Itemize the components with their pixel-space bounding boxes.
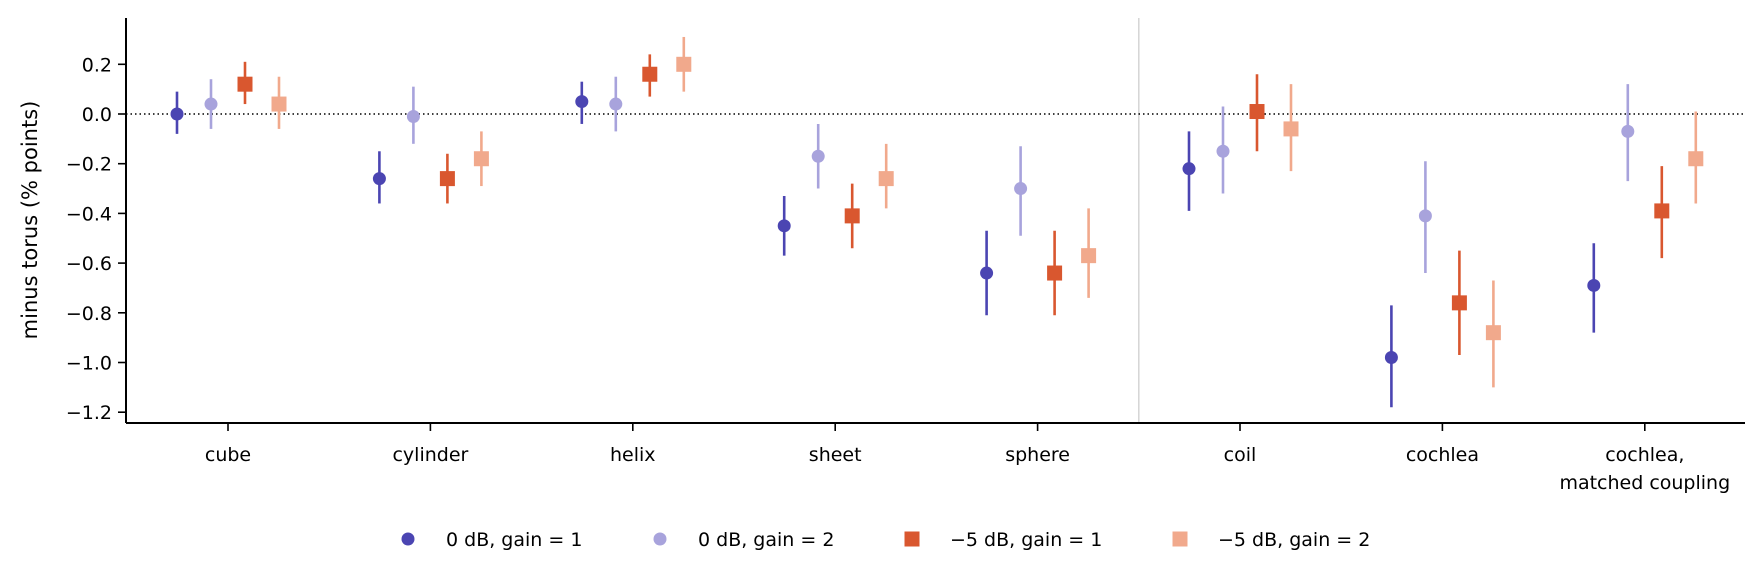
y-tick-label: −0.4 [66, 203, 112, 225]
data-point [1182, 162, 1196, 176]
y-axis-label: minus torus (% points) [18, 101, 42, 340]
y-tick-label: −0.2 [66, 154, 112, 176]
data-point [237, 76, 253, 92]
y-tick-label: −0.8 [66, 303, 112, 325]
axes-layer: −1.2 −1.0 −0.8 −0.6 −0.4 −0.2 0.0 0.2 cube cylind… [66, 18, 1745, 494]
y-tick-label: 0.0 [82, 104, 112, 126]
data-point [439, 171, 455, 187]
legend: 0 dB, gain = 1 0 dB, gain = 2 −5 dB, gain … [401, 529, 1370, 551]
data-point [1081, 248, 1097, 264]
data-point [1283, 121, 1299, 137]
legend-label: 0 dB, gain = 2 [698, 529, 834, 551]
data-point [473, 151, 489, 167]
legend-marker [401, 532, 415, 546]
legend-label: 0 dB, gain = 1 [446, 529, 582, 551]
data-point [1249, 104, 1265, 120]
data-point [777, 219, 791, 233]
legend-marker [1172, 531, 1188, 547]
x-tick-label: coil [1224, 444, 1257, 466]
data-point [1047, 265, 1063, 281]
data-point [811, 149, 825, 163]
data-point [1216, 144, 1230, 158]
data-point [1688, 151, 1704, 167]
y-tick-label: −1.0 [66, 353, 112, 375]
data-point [170, 107, 184, 121]
legend-label: −5 dB, gain = 1 [950, 529, 1102, 551]
data-point [844, 208, 860, 224]
data-point [1418, 209, 1432, 223]
data-point [878, 171, 894, 187]
y-tick-label: −0.6 [66, 253, 112, 275]
data-point [1485, 325, 1501, 341]
data-point [1384, 351, 1398, 365]
x-tick-label: cube [205, 444, 251, 466]
y-tick-label: −1.2 [66, 402, 112, 424]
data-point [980, 266, 994, 280]
data-point [575, 95, 589, 109]
series-3 [237, 54, 1670, 356]
x-tick-label: helix [610, 444, 656, 466]
series-4 [271, 36, 1704, 388]
series-2 [204, 76, 1635, 274]
data-point [1621, 124, 1635, 138]
data-point [1587, 278, 1601, 292]
series-1 [170, 81, 1601, 408]
data-point [642, 66, 658, 82]
legend-label: −5 dB, gain = 2 [1218, 529, 1370, 551]
x-tick-label: cylinder [392, 444, 468, 466]
x-tick-label: sphere [1005, 444, 1070, 466]
data-point [204, 97, 218, 111]
data-point [676, 56, 692, 72]
x-tick-label: sheet [809, 444, 862, 466]
data-point [406, 109, 420, 123]
x-tick-label: matched coupling [1559, 472, 1730, 494]
x-tick-label: cochlea, [1605, 444, 1684, 466]
data-point [1654, 203, 1670, 219]
y-tick-label: 0.2 [82, 54, 112, 76]
legend-marker [904, 531, 920, 547]
data-point [1451, 295, 1467, 311]
x-tick-label: cochlea [1406, 444, 1479, 466]
data-layer [170, 36, 1704, 408]
data-point [372, 172, 386, 186]
legend-marker [653, 532, 667, 546]
data-point [1014, 182, 1028, 196]
data-point [609, 97, 623, 111]
data-point [271, 96, 287, 112]
